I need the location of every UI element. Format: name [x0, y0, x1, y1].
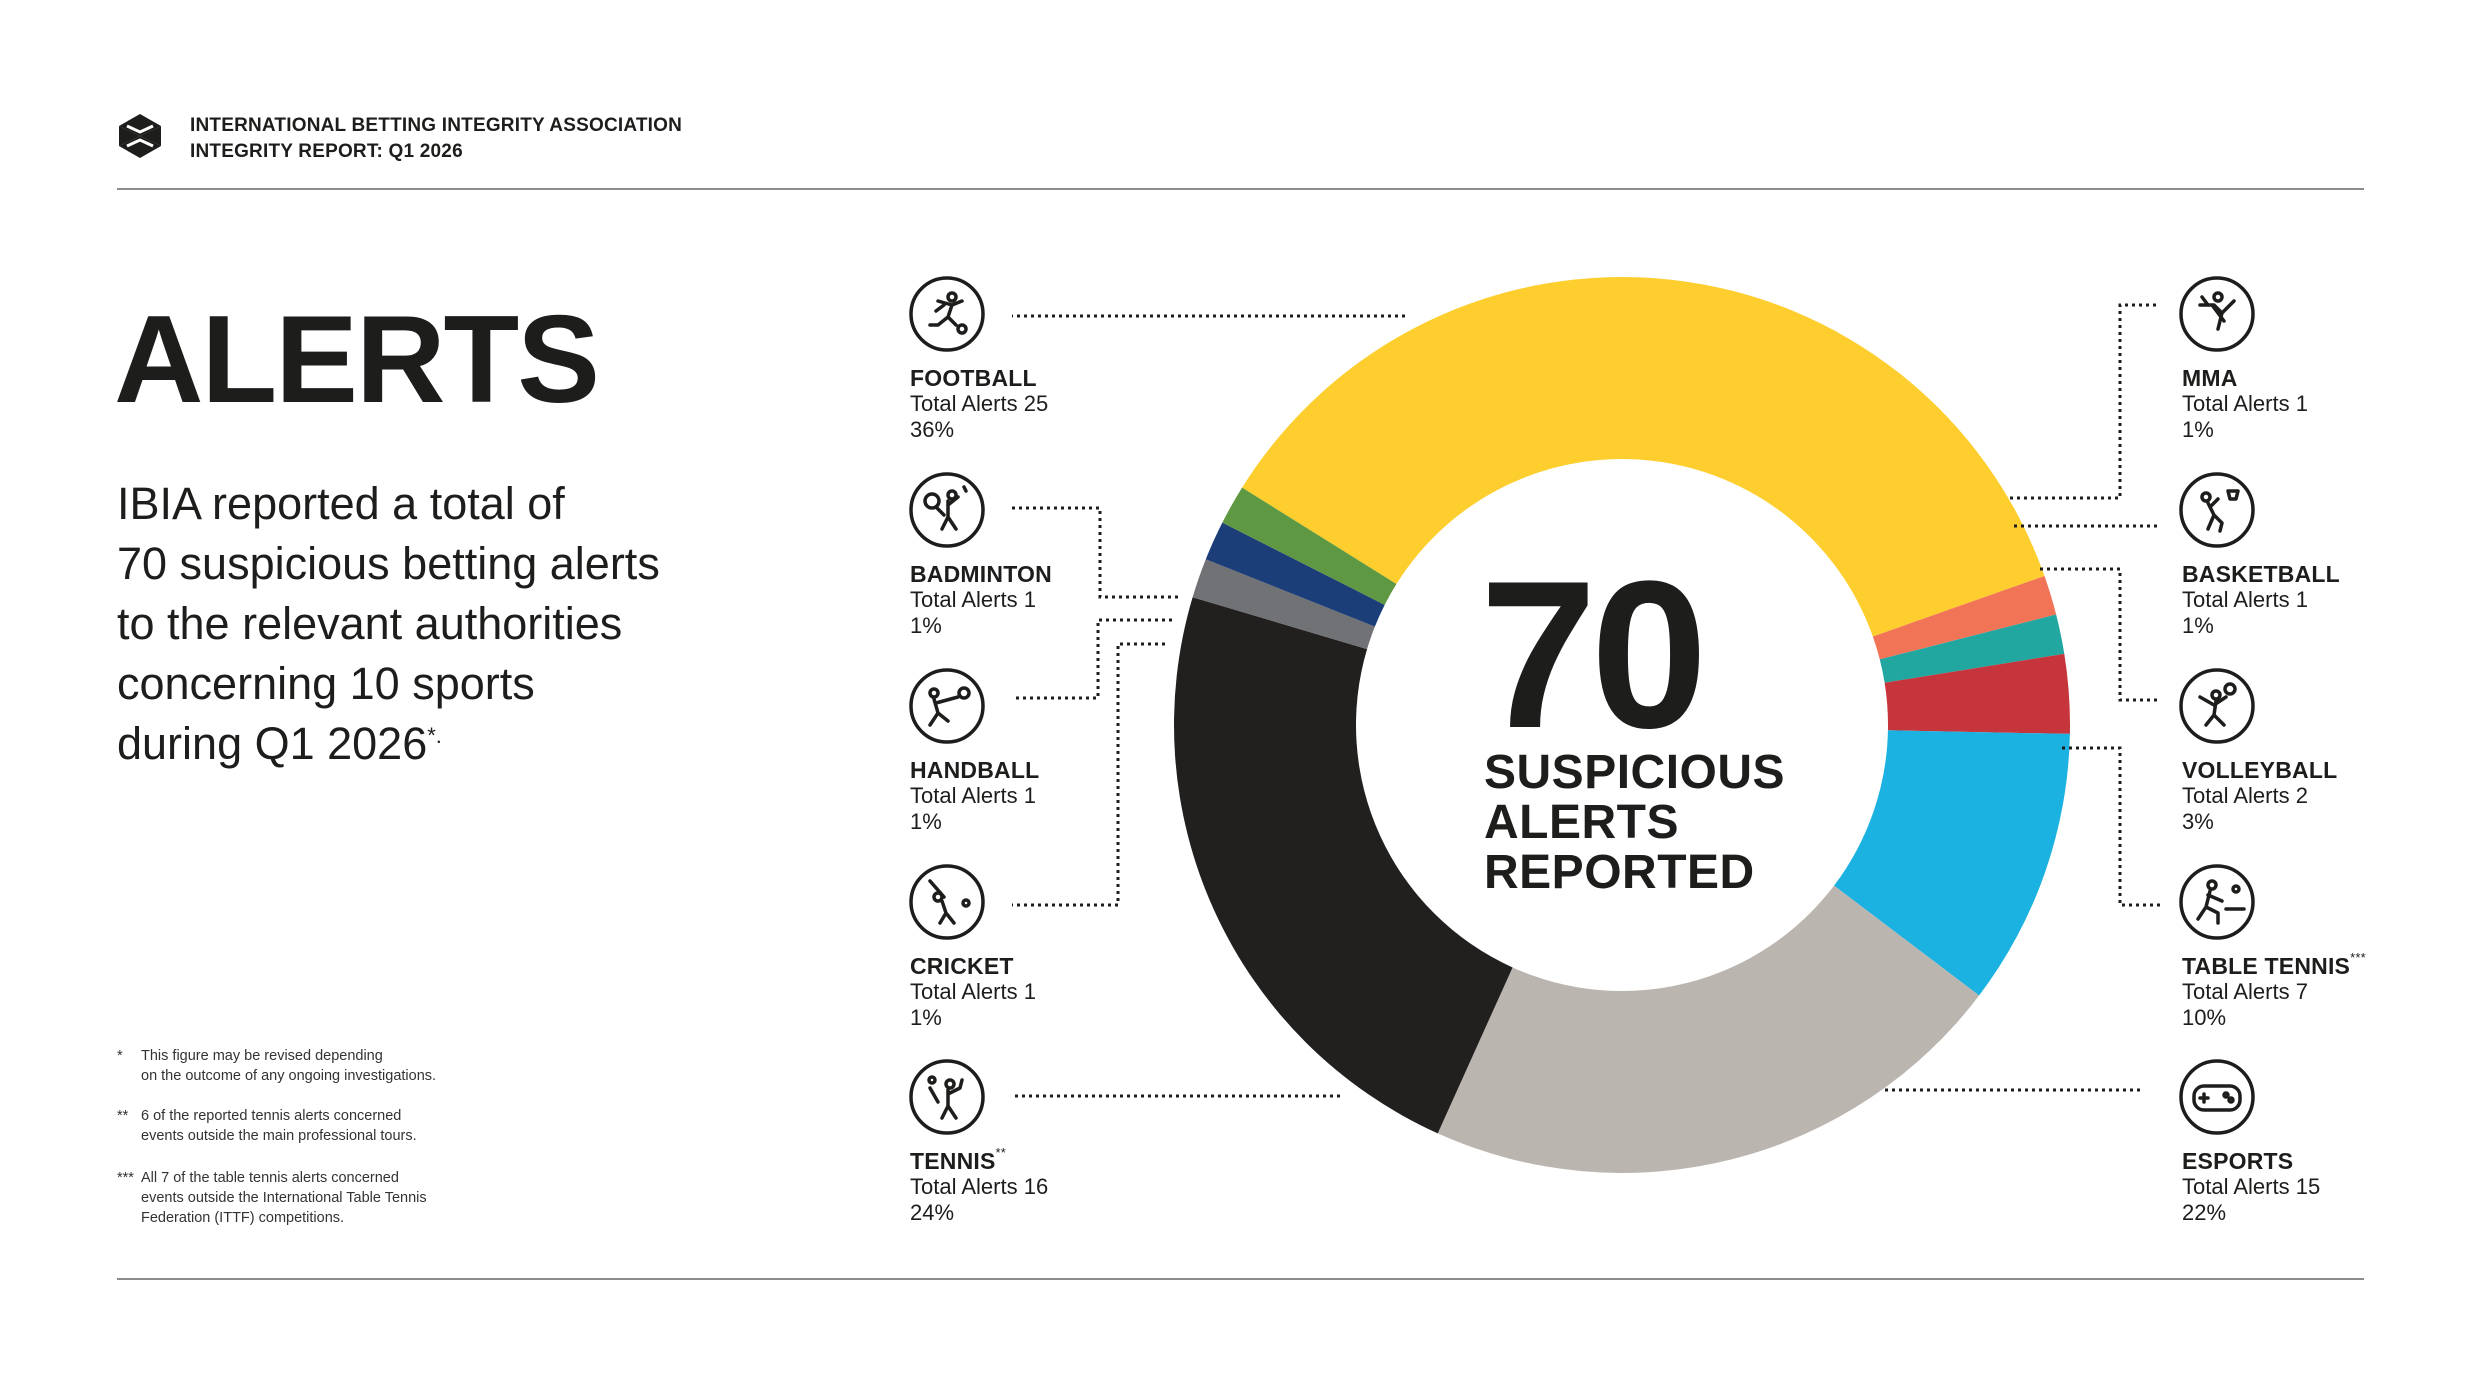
handball-icon — [908, 667, 986, 745]
leader-cricket — [1012, 642, 1165, 907]
slice-handball — [1205, 522, 1385, 627]
page-title: ALERTS — [114, 291, 600, 429]
tennis-icon — [908, 1058, 986, 1136]
lead-line: to the relevant authorities — [117, 598, 623, 649]
sport-label-handball: HANDBALL Total Alerts 1 1% — [910, 757, 1040, 834]
volleyball-icon — [2178, 667, 2256, 745]
badminton-icon — [908, 471, 986, 549]
lead-line: 70 suspicious betting alerts — [117, 538, 660, 589]
cricket-icon — [908, 863, 986, 941]
footnote: *** All 7 of the table tennis alerts con… — [117, 1170, 427, 1226]
center-caption: SUSPICIOUS ALERTS REPORTED — [1484, 746, 1786, 899]
footnote-mark: *. — [427, 723, 442, 748]
top-divider — [117, 188, 2364, 190]
lead-line: IBIA reported a total of — [117, 478, 565, 529]
mma-icon — [2178, 275, 2256, 353]
ibia-logo-icon — [119, 114, 161, 158]
bottom-divider — [117, 1278, 2364, 1280]
lead-line: concerning 10 sports — [117, 658, 535, 709]
slice-tennis — [1174, 597, 1513, 1134]
leader-table-tennis — [2062, 746, 2160, 907]
esports-icon — [2178, 1058, 2256, 1136]
leader-badminton — [1012, 506, 1178, 599]
sport-label-esports: ESPORTS Total Alerts 15 22% — [2182, 1148, 2321, 1225]
slice-basketball — [1879, 614, 2065, 683]
slice-table-tennis — [1834, 730, 2070, 996]
table-tennis-icon — [2178, 863, 2256, 941]
slice-esports — [1437, 885, 1980, 1174]
basketball-icon — [2178, 471, 2256, 549]
sport-label-volleyball: VOLLEYBALL Total Alerts 2 3% — [2182, 757, 2338, 834]
header-report: INTEGRITY REPORT: Q1 2026 — [190, 141, 463, 162]
sport-label-cricket: CRICKET Total Alerts 1 1% — [910, 953, 1036, 1030]
lead-line: during Q1 2026*. — [117, 718, 442, 769]
sport-label-tennis: TENNIS** Total Alerts 16 24% — [910, 1145, 1049, 1225]
header-org: INTERNATIONAL BETTING INTEGRITY ASSOCIAT… — [190, 115, 683, 136]
center-total: 70 — [1480, 537, 1708, 772]
slice-football — [1242, 277, 2045, 637]
sport-label-badminton: BADMINTON Total Alerts 1 1% — [910, 561, 1052, 638]
lead-paragraph: IBIA reported a total of 70 suspicious b… — [117, 474, 797, 774]
sport-label-table-tennis: TABLE TENNIS*** Total Alerts 7 10% — [2182, 950, 2366, 1030]
slice-mma — [1872, 575, 2057, 660]
slice-volleyball — [1884, 653, 2070, 734]
sport-label-mma: MMA Total Alerts 1 1% — [2182, 365, 2308, 442]
footnote: ** 6 of the reported tennis alerts conce… — [117, 1108, 417, 1144]
leader-mma — [2010, 303, 2160, 500]
footnote: * This figure may be revised depending o… — [117, 1048, 437, 1084]
football-icon — [908, 275, 986, 353]
leader-volleyball — [2040, 567, 2160, 702]
leader-handball — [1012, 618, 1172, 700]
slice-cricket — [1192, 559, 1375, 650]
sport-label-football: FOOTBALL Total Alerts 25 36% — [910, 365, 1049, 442]
slice-badminton — [1222, 487, 1397, 605]
sport-label-basketball: BASKETBALL Total Alerts 1 1% — [2182, 561, 2340, 638]
